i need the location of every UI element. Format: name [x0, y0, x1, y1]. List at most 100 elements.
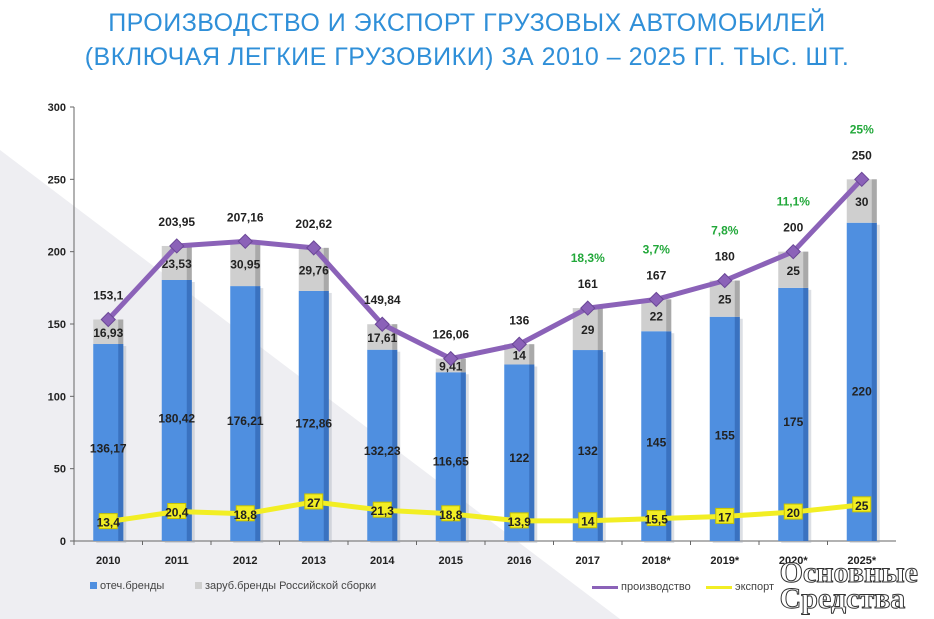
- production-marker: [306, 240, 322, 256]
- x-tick-label: 2025*: [847, 555, 876, 567]
- export-marker: [852, 496, 872, 513]
- y-tick-label: 100: [48, 391, 66, 403]
- bar-foreign-label: 23,53: [162, 257, 192, 271]
- x-tick-label: 2014: [370, 555, 395, 567]
- bar-domestic-edge: [323, 290, 329, 541]
- bar-domestic-edge: [666, 331, 672, 541]
- export-label: 18,8: [234, 508, 258, 522]
- bar-foreign-edge: [323, 247, 329, 291]
- legend-export: экспорт: [706, 581, 774, 593]
- export-label: 13,9: [508, 515, 532, 529]
- export-label: 18,8: [439, 508, 463, 522]
- production-marker: [717, 272, 733, 289]
- bar-domestic-label: 176,21: [227, 414, 264, 428]
- bar-foreign-edge: [666, 299, 672, 332]
- bar-foreign-edge: [529, 344, 535, 365]
- bar-domestic-label: 155: [715, 429, 735, 443]
- title-line-2: (ВКЛЮЧАЯ ЛЕГКИЕ ГРУЗОВИКИ) ЗА 2010 – 202…: [84, 43, 850, 71]
- bar-foreign-label: 17,61: [367, 331, 397, 345]
- export-label: 14: [581, 515, 595, 529]
- y-tick-label: 150: [48, 319, 66, 331]
- watermark-logo: Основные Средства: [779, 557, 918, 615]
- bar-domestic-label: 122: [509, 451, 529, 465]
- bar-domestic-label: 145: [646, 435, 666, 449]
- growth-annotation: 11,1%: [777, 195, 811, 209]
- export-marker: [646, 510, 666, 527]
- y-tick-label: 0: [60, 536, 66, 548]
- y-tick-label: 200: [48, 247, 66, 259]
- x-tick-label: 2010: [96, 555, 120, 567]
- export-label: 13,4: [97, 516, 121, 530]
- production-marker: [854, 171, 870, 188]
- export-label: 27: [307, 496, 321, 510]
- x-tick-label: 2018*: [642, 555, 671, 567]
- growth-annotation: 7,8%: [711, 224, 739, 238]
- watermark-line-2: Средства: [779, 582, 906, 615]
- x-tick-label: 2015: [439, 555, 463, 567]
- legend-domestic: отеч.бренды: [90, 580, 164, 592]
- bar-foreign-edge: [734, 280, 740, 317]
- legend-foreign-label: заруб.бренды Российской сборки: [205, 580, 377, 592]
- bar-foreign-label: 29: [581, 323, 595, 337]
- x-tick-label: 2016: [507, 555, 531, 567]
- bar-foreign: [504, 344, 535, 365]
- bar-domestic-edge: [871, 222, 877, 541]
- bar-foreign-label: 16,93: [93, 326, 123, 340]
- production-label: 126,06: [432, 328, 469, 342]
- legend-export-swatch: [706, 585, 732, 589]
- bar-foreign-edge: [871, 179, 877, 223]
- production-marker: [648, 291, 664, 308]
- bar-domestic-label: 220: [852, 384, 872, 398]
- production-label: 203,95: [158, 215, 195, 229]
- production-label: 153,1: [93, 289, 123, 303]
- production-label: 202,62: [295, 217, 332, 231]
- production-label: 161: [578, 277, 598, 291]
- bar-domestic-edge: [460, 372, 466, 541]
- legend-foreign: заруб.бренды Российской сборки: [195, 580, 376, 592]
- bar-domestic-edge: [734, 316, 740, 541]
- production-label: 200: [783, 221, 803, 235]
- production-label: 167: [646, 268, 666, 282]
- bar-foreign-label: 22: [650, 309, 664, 323]
- bar-domestic-label: 132,23: [364, 444, 401, 458]
- export-marker: [235, 505, 255, 522]
- x-tick-label: 2013: [302, 555, 326, 567]
- bar-domestic-edge: [803, 287, 809, 541]
- export-line: [107, 499, 863, 525]
- production-marker: [511, 336, 527, 352]
- bar-foreign-edge: [803, 251, 809, 288]
- x-tick-label: 2020*: [779, 555, 808, 567]
- bar-foreign-edge: [118, 319, 124, 345]
- x-tick-label: 2011: [165, 555, 189, 567]
- export-marker: [509, 512, 529, 529]
- bar-domestic-edge: [529, 364, 535, 541]
- bar-foreign-edge: [186, 245, 192, 280]
- bar-domestic-edge: [118, 344, 124, 541]
- bar-foreign-label: 29,76: [299, 263, 329, 277]
- legend-production-label: производство: [621, 581, 691, 593]
- bar-domestic-edge: [597, 350, 603, 541]
- export-label: 20,4: [165, 505, 189, 519]
- export-marker: [578, 512, 598, 529]
- legend-foreign-swatch: [195, 582, 202, 589]
- production-label: 149,84: [364, 293, 401, 307]
- title-line-1: ПРОИЗВОДСТВО И ЭКСПОРТ ГРУЗОВЫХ АВТОМОБИ…: [108, 9, 826, 37]
- export-label: 25: [855, 499, 869, 513]
- bar-foreign-label: 14: [513, 348, 527, 362]
- bar-foreign-edge: [255, 241, 261, 287]
- bar-domestic-edge: [392, 349, 398, 541]
- bar-domestic-edge: [255, 286, 261, 541]
- export-marker: [372, 501, 392, 518]
- export-marker: [98, 513, 118, 530]
- production-marker: [374, 316, 390, 332]
- bar-foreign-edge: [392, 324, 398, 350]
- chart-title: ПРОИЗВОДСТВО И ЭКСПОРТ ГРУЗОВЫХ АВТОМОБИ…: [0, 6, 934, 74]
- legend-domestic-swatch: [90, 582, 97, 589]
- bar-domestic-label: 136,17: [90, 441, 127, 455]
- growth-annotation: 18,3%: [571, 251, 605, 265]
- export-label: 20: [787, 506, 801, 520]
- export-marker: [441, 505, 461, 522]
- bar-foreign-label: 25: [787, 264, 801, 278]
- bar-foreign-label: 25: [718, 293, 732, 307]
